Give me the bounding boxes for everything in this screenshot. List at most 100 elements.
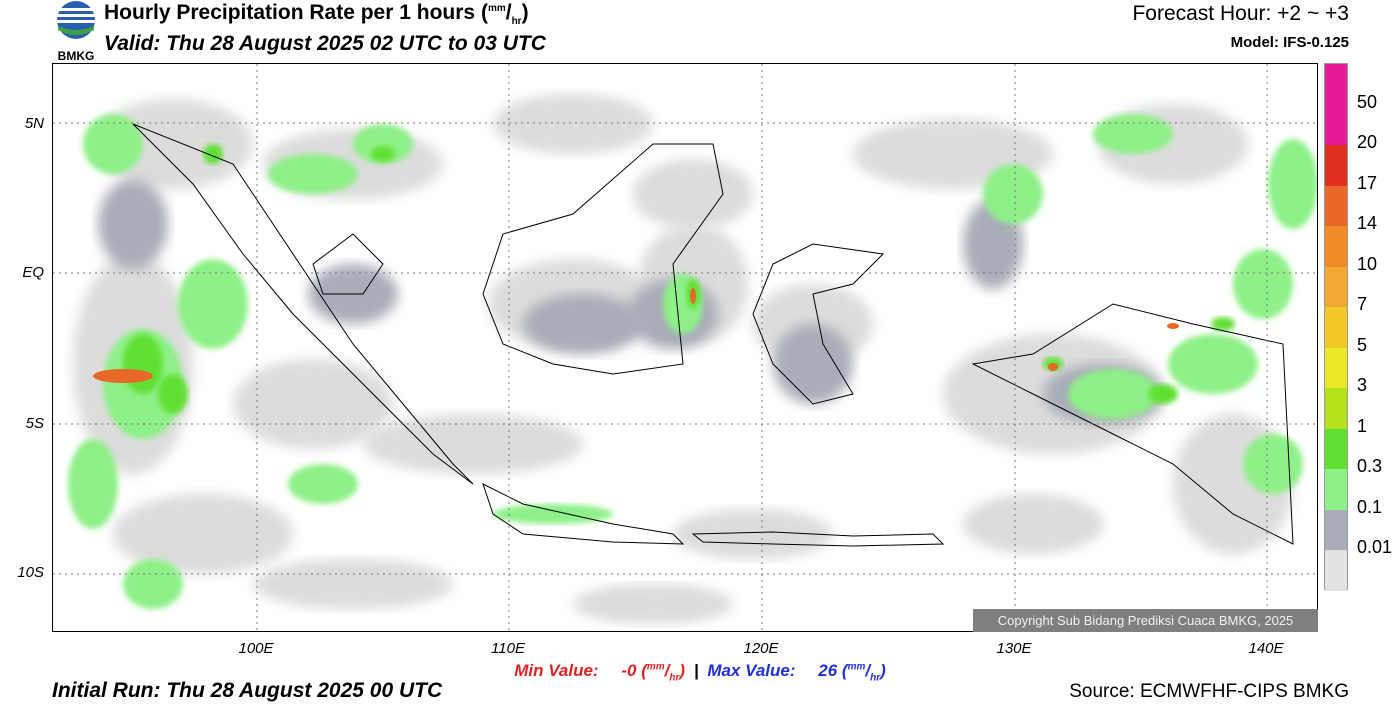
colorbar-swatch [1325,469,1347,511]
colorbar-label: 1 [1357,415,1368,436]
rain-cell-bright [123,334,163,394]
rain-cell-heavy [690,288,696,304]
colorbar-label: 50 [1357,91,1378,112]
unit-denominator: hr [511,16,522,28]
max-value: 26 [818,661,838,680]
unit-numerator: mm [487,3,506,14]
data-source: Source: ECMWFHF-CIPS BMKG [1069,681,1349,702]
rain-cell-green [83,114,143,174]
rain-cell-heavy [1167,323,1179,329]
rain-cell-bright [371,146,395,162]
colorbar-label: 3 [1357,375,1368,396]
coastline [691,531,945,547]
colorbar-swatch [1325,509,1347,551]
colorbar-swatch [1325,185,1347,227]
bmkg-logo-text: BMKG [57,49,95,63]
rain-cell-light [253,559,453,609]
colorbar-label: 0.01 [1357,537,1393,558]
chart-title: Hourly Precipitation Rate per 1 hours (m… [104,1,529,27]
rain-cell-bright [203,144,223,164]
rain-cell-grey [773,324,853,404]
rain-cell-green [1233,249,1293,319]
lat-label-eq: EQ [22,264,44,281]
rain-cell-bright [1211,317,1235,331]
title-unit: (mm/hr) [480,1,529,28]
rain-cell-light [573,584,733,624]
rain-cell-green [493,504,613,524]
rain-cell-green [1168,334,1258,394]
forecast-hour: Forecast Hour: +2 ~ +3 [1132,2,1349,25]
rain-cell-light [113,494,293,574]
colorbar-label: 7 [1357,294,1368,315]
rain-cell-green [288,464,358,504]
colorbar-swatch [1325,266,1347,308]
rain-cell-green [1068,369,1158,419]
precipitation-map [52,63,1318,632]
rain-cell-green [1268,139,1317,229]
min-unit: (mm/hr) [641,661,686,684]
colorbar-swatch [1325,64,1347,106]
rain-cell-light [493,94,653,154]
rain-cell-green [353,124,413,164]
colorbar-swatch [1325,347,1347,389]
colorbar-swatch [1325,550,1347,592]
model-name: Model: IFS-0.125 [1230,34,1349,51]
rain-cell-heavy [93,369,153,383]
lon-label-100e: 100E [238,640,274,657]
rain-cell-grey [523,294,643,354]
colorbar-label: 10 [1357,253,1378,274]
colorbar-label: 0.1 [1357,496,1383,517]
rain-cell-light [233,359,393,449]
map-canvas [53,64,1317,631]
min-label: Min Value: [514,661,599,680]
rain-cell-light [673,509,833,559]
colorbar-swatch [1325,428,1347,470]
lon-label-130e: 130E [996,640,1032,657]
colorbar-swatch [1325,307,1347,349]
colorbar-label: 20 [1357,132,1378,153]
max-label: Max Value: [707,661,796,680]
rain-cell-light [93,99,253,189]
max-unit: (mm/hr) [841,661,886,684]
rain-cell-green [983,164,1043,224]
valid-time: Valid: Thu 28 August 2025 02 UTC to 03 U… [104,32,546,55]
title-text: Hourly Precipitation Rate per 1 hours [104,1,476,24]
rain-cell-bright [158,374,188,414]
lat-label-5s: 5S [25,415,44,432]
colorbar-label: 0.3 [1357,456,1383,477]
coastline [752,243,885,405]
lon-label-120e: 120E [743,640,779,657]
lat-label-5n: 5N [24,115,44,132]
coastline [132,123,474,485]
rain-cell-green [268,154,358,194]
coastline [482,483,685,545]
lat-label-10s: 10S [17,564,44,581]
rain-cell-green [178,259,248,349]
rain-cell-light [363,414,583,474]
colorbar [1324,63,1348,592]
rain-cell-green [123,559,183,609]
colorbar-label: 17 [1357,172,1378,193]
rain-cell-bright [1148,384,1178,404]
copyright-notice: Copyright Sub Bidang Prediksi Cuaca BMKG… [973,609,1318,632]
colorbar-swatch [1325,145,1347,187]
coastline [971,303,1294,545]
rain-cell-green [68,439,118,529]
rain-cell-light [633,159,753,229]
bmkg-logo-icon [56,1,96,39]
min-max-values: Min Value: -0 (mm/hr) | Max Value: 26 (m… [0,661,1400,683]
precipitation-field [68,94,1317,624]
coastlines [132,123,1294,547]
colorbar-swatch [1325,226,1347,268]
colorbar-label: 14 [1357,213,1378,234]
initial-run: Initial Run: Thu 28 August 2025 00 UTC [52,679,443,702]
bmkg-logo: BMKG [52,0,100,63]
rain-cell-light [963,494,1103,554]
graticule [53,64,1317,631]
rain-cell-grey [98,179,168,269]
lon-label-140e: 140E [1248,640,1284,657]
colorbar-swatch [1325,104,1347,146]
lon-label-110e: 110E [491,640,525,657]
min-value: -0 [621,661,637,680]
colorbar-label: 5 [1357,334,1368,355]
